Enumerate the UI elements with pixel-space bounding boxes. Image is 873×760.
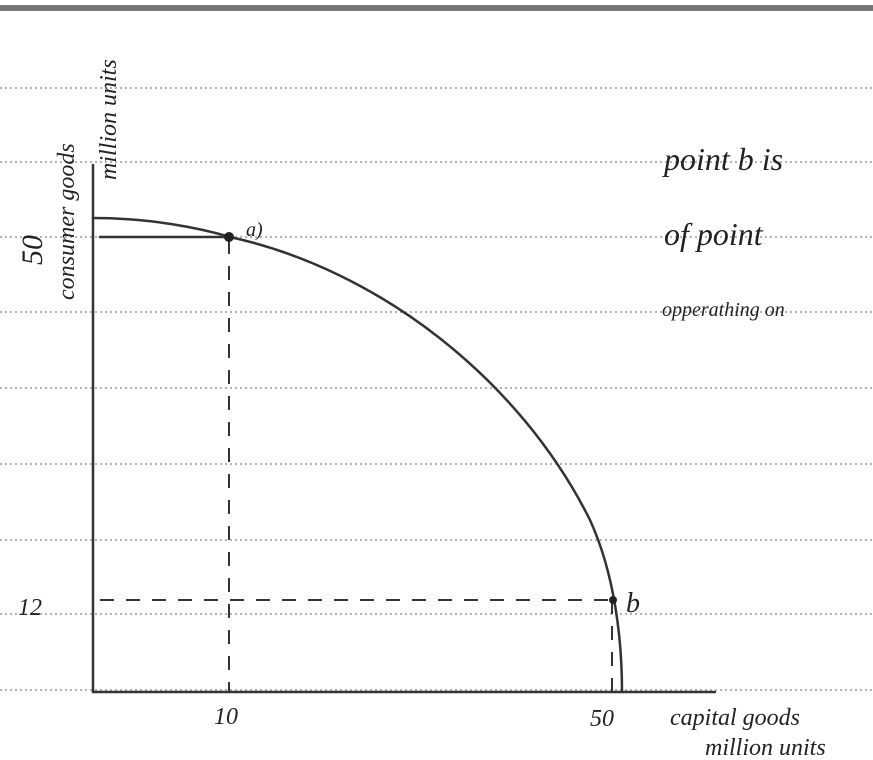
x-tick-label: 10 (214, 704, 238, 730)
y-axis-label: consumer goods (54, 143, 80, 300)
y-axis-label: million units (96, 59, 122, 180)
note: point b is (662, 141, 783, 177)
x-tick-label: 50 (590, 706, 614, 732)
x-axis-label: capital goods (670, 705, 800, 731)
x-axis-label: million units (705, 735, 826, 760)
point-label: b (626, 588, 640, 619)
point-label: a) (246, 219, 263, 241)
top-bar (0, 5, 873, 11)
note: opperathing on (662, 299, 785, 321)
ppf-curve (93, 218, 622, 692)
diagram: a) b 50 12 10 50 consumer goods million … (0, 0, 873, 760)
y-tick-label: 12 (18, 595, 42, 621)
note: of point (664, 216, 764, 252)
y-tick-label: 50 (16, 235, 49, 265)
point-b (609, 596, 617, 604)
point-a (224, 232, 234, 242)
